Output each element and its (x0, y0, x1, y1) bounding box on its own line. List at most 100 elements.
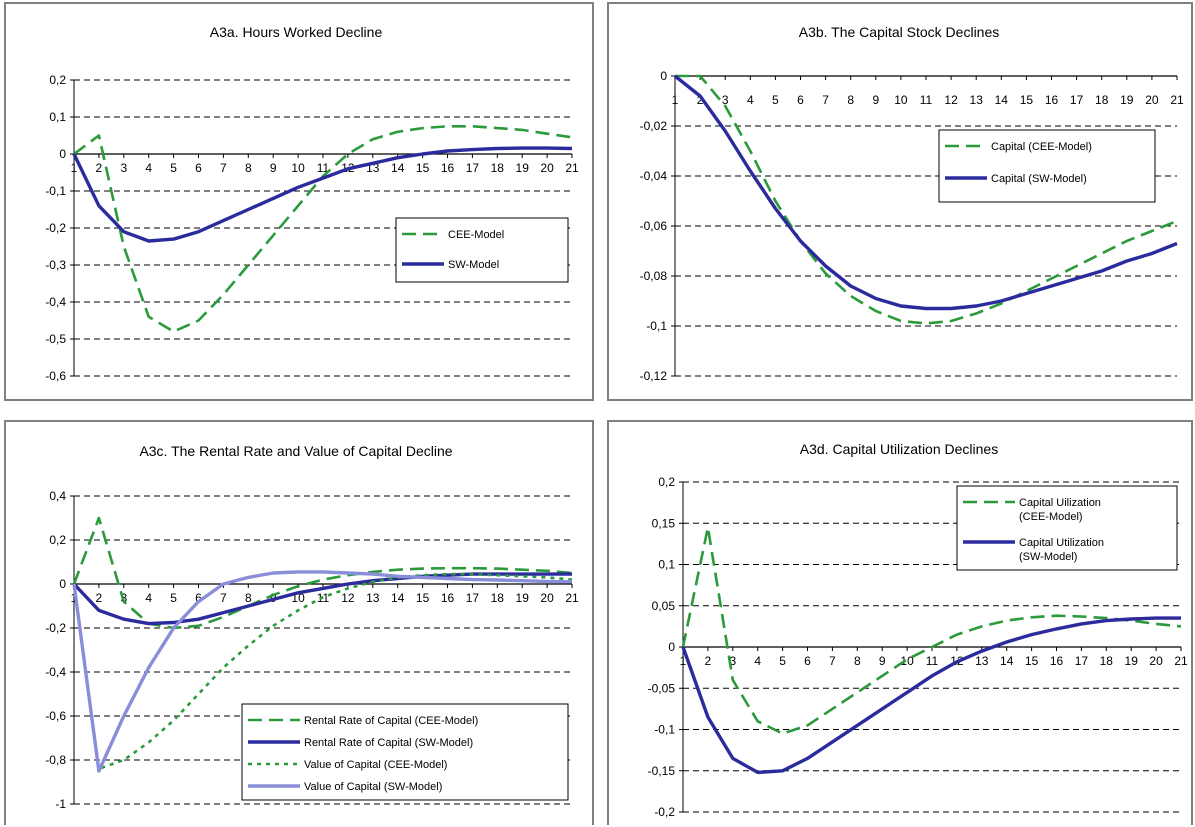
series-line-cee-model (73, 125, 573, 333)
x-tick-label: 6 (195, 591, 202, 605)
x-tick-label: 16 (1045, 93, 1059, 107)
legend: Capital (CEE-Model) Capital (SW-Model) (938, 129, 1156, 203)
x-tick-label: 5 (170, 591, 177, 605)
chart-rental-rate: A3c. The Rental Rate and Value of Capita… (45, 443, 579, 811)
x-tick-label: 11 (926, 654, 939, 668)
legend-label: Capital (CEE-Model) (991, 141, 1092, 153)
chart-hours-worked: A3a. Hours Worked Decline 0,2 0,1 0 -0,1 -0,2… (45, 24, 579, 383)
x-tick-label: 11 (920, 93, 933, 107)
legend-label: SW-Model (448, 259, 499, 271)
series-line-value-of-capital-sw-model (72, 570, 573, 773)
y-tick-label: 0,1 (658, 558, 675, 572)
y-tick-label: 0 (59, 577, 66, 591)
legend-label: Rental Rate of Capital (SW-Model) (304, 737, 473, 749)
x-tick-label: 13 (975, 654, 989, 668)
legend-label: Value of Capital (CEE-Model) (304, 759, 447, 771)
x-tick-label: 3 (120, 161, 127, 175)
y-tick-label: -0,1 (654, 723, 675, 737)
series-line-capital-cee-model (675, 74, 1178, 325)
x-tick-label: 5 (170, 161, 177, 175)
x-tick-label: 2 (697, 93, 704, 107)
x-tick-label: 12 (341, 591, 355, 605)
chart-title: A3b. The Capital Stock Declines (799, 24, 1000, 40)
chart-panel-hours-worked: A3a. Hours Worked Decline 0,2 0,1 0 -0,1 -0,2… (4, 2, 594, 401)
x-tick-label: 19 (516, 591, 530, 605)
x-tick-label: 18 (491, 161, 505, 175)
y-tick-label: 0,2 (49, 73, 66, 87)
x-tick-label: 2 (705, 654, 712, 668)
y-tick-label: -0,1 (45, 184, 66, 198)
y-tick-label: -0,5 (45, 332, 66, 346)
x-tick-label: 1 (71, 161, 78, 175)
legend: Rental Rate of Capital (CEE-Model) Rental… (241, 703, 569, 801)
x-tick-label: 9 (879, 654, 886, 668)
x-tick-label: 7 (822, 93, 829, 107)
y-tick-label: -0,1 (646, 319, 667, 333)
y-tick-label: -0,4 (45, 665, 66, 679)
y-tick-label: -1 (55, 797, 66, 811)
y-tick-label: 0,2 (49, 533, 66, 547)
legend-box (395, 217, 569, 283)
x-tick-label: 18 (1100, 654, 1114, 668)
x-tick-label: 10 (894, 93, 908, 107)
y-tick-label: 0,05 (652, 599, 676, 613)
x-tick-label: 9 (872, 93, 879, 107)
series-line-value-of-capital-cee-model (72, 572, 573, 771)
x-tick-label: 8 (847, 93, 854, 107)
series-line-capital-sw-model (673, 74, 1178, 311)
x-tick-label: 21 (1170, 93, 1184, 107)
chart-capital-utilization: A3d. Capital Utilization Declines0,20,15… (648, 441, 1188, 819)
x-tick-label: 12 (944, 93, 958, 107)
x-tick-label: 16 (441, 591, 455, 605)
x-tick-label: 3 (722, 93, 729, 107)
x-tick-label: 6 (804, 654, 811, 668)
x-tick-label: 7 (220, 591, 227, 605)
y-tick-label: -0,02 (640, 119, 668, 133)
y-tick-label: -0,2 (45, 221, 66, 235)
x-tick-label: 7 (220, 161, 227, 175)
x-tick-label: 5 (772, 93, 779, 107)
x-tick-label: 7 (829, 654, 836, 668)
x-tick-label: 3 (729, 654, 736, 668)
x-tick-label: 1 (680, 654, 687, 668)
x-tick-label: 6 (195, 161, 202, 175)
y-tick-label: -0,8 (45, 753, 66, 767)
x-tick-label: 18 (1095, 93, 1109, 107)
x-tick-label: 17 (1070, 93, 1084, 107)
x-tick-label: 2 (96, 161, 103, 175)
x-tick-label: 20 (1149, 654, 1163, 668)
x-tick-label: 1 (672, 93, 679, 107)
legend-box (956, 485, 1178, 571)
y-tick-label: -0,4 (45, 295, 66, 309)
legend-box (938, 129, 1156, 203)
x-tick-label: 21 (565, 591, 579, 605)
chart-title: A3d. Capital Utilization Declines (800, 441, 998, 457)
legend: Capital Uilization (CEE-Model) Capital Uti… (956, 485, 1178, 571)
x-tick-label: 4 (145, 591, 152, 605)
x-tick-label: 13 (970, 93, 984, 107)
legend: CEE-Model SW-Model (395, 217, 569, 283)
chart-panel-capital-utilization: A3d. Capital Utilization Declines 0,2 0,15… (607, 420, 1193, 825)
x-tick-label: 21 (1174, 654, 1188, 668)
x-tick-label: 5 (779, 654, 786, 668)
chart-title: A3a. Hours Worked Decline (210, 24, 383, 40)
y-tick-label: -0,12 (640, 369, 668, 383)
x-tick-label: 20 (1145, 93, 1159, 107)
series-line-sw-model (72, 146, 573, 243)
x-tick-label: 4 (145, 161, 152, 175)
x-tick-label: 4 (747, 93, 754, 107)
series-line-rental-rate-of-capital-cee-model (72, 516, 573, 630)
legend-label: Capital Uilization (CEE-Model) (1019, 497, 1101, 523)
chart-panel-capital-stock: A3b. The Capital Stock Declines 0 -0,02 -0,… (607, 2, 1193, 401)
x-tick-label: 20 (540, 591, 554, 605)
x-tick-label: 19 (1120, 93, 1134, 107)
series-line-capital-utilization-sw-model (681, 616, 1181, 775)
y-tick-label: -0,6 (45, 369, 66, 383)
y-tick-label: 0,1 (49, 110, 66, 124)
x-tick-label: 16 (1050, 654, 1064, 668)
y-tick-label: -0,2 (654, 805, 675, 819)
x-tick-label: 14 (391, 161, 405, 175)
x-tick-label: 13 (366, 591, 380, 605)
x-tick-label: 2 (96, 591, 103, 605)
x-tick-label: 15 (416, 591, 430, 605)
